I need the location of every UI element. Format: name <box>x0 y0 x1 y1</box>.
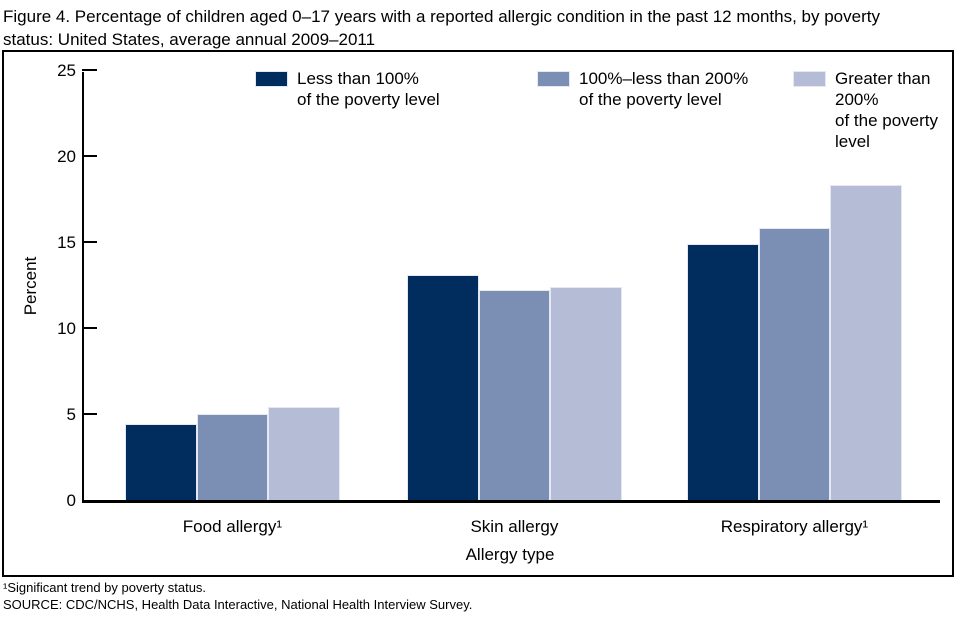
y-tick-label: 5 <box>66 405 76 424</box>
y-tick-label: 25 <box>57 61 76 80</box>
bar <box>758 228 831 503</box>
legend-swatch-less-than-100 <box>255 71 288 87</box>
legend-item-greater-than-200: Greater than 200% of the poverty level <box>793 68 952 152</box>
footnote-significance: ¹Significant trend by poverty status. <box>3 580 207 595</box>
x-axis-line <box>82 500 940 503</box>
legend-label-line2: of the poverty level <box>835 111 939 151</box>
y-tick <box>82 69 97 71</box>
figure-title-line2: status: United States, average annual 20… <box>3 30 376 49</box>
x-category-label: Respiratory allergy¹ <box>720 517 869 536</box>
bar <box>125 424 197 503</box>
legend-label: 100%–less than 200% of the poverty level <box>579 68 748 110</box>
y-tick <box>82 413 97 415</box>
x-axis-title: Allergy type <box>465 545 555 564</box>
plot-area: Food allergy¹ Skin allergy Respiratory all… <box>4 52 952 575</box>
legend-label-line1: Less than 100% <box>297 69 419 88</box>
x-category-label: Skin allergy <box>470 517 559 536</box>
legend-label: Greater than 200% of the poverty level <box>835 68 952 152</box>
y-axis-line <box>82 72 84 503</box>
footnote-source: SOURCE: CDC/NCHS, Health Data Interactiv… <box>3 597 473 612</box>
chart-frame: Less than 100% of the poverty level 100%… <box>2 50 954 577</box>
figure-title-line1: Figure 4. Percentage of children aged 0–… <box>3 7 880 26</box>
y-tick <box>82 327 97 329</box>
legend-label-line2: of the poverty level <box>297 90 440 109</box>
legend: Less than 100% of the poverty level 100%… <box>4 68 952 151</box>
legend-swatch-greater-than-200 <box>793 71 826 87</box>
legend-label-line1: 100%–less than 200% <box>579 69 749 88</box>
bar <box>550 286 622 503</box>
bar <box>830 185 902 503</box>
y-tick-label: 20 <box>57 147 76 166</box>
legend-label: Less than 100% of the poverty level <box>297 68 440 110</box>
legend-swatch-100-to-200 <box>537 71 570 87</box>
y-tick-label: 0 <box>66 491 76 510</box>
y-tick <box>82 241 97 243</box>
y-tick-label: 10 <box>57 319 76 338</box>
legend-label-line1: Greater than 200% <box>835 69 931 109</box>
bar <box>196 414 269 503</box>
legend-label-line2: of the poverty level <box>579 90 722 109</box>
y-axis-title: Percent <box>21 256 40 316</box>
bar <box>407 274 479 503</box>
figure-title: Figure 4. Percentage of children aged 0–… <box>3 5 957 51</box>
legend-item-100-to-200: 100%–less than 200% of the poverty level <box>537 68 748 110</box>
bar <box>687 243 759 503</box>
bar <box>268 407 340 503</box>
y-tick-label: 15 <box>57 233 76 252</box>
bar <box>478 290 551 503</box>
y-tick <box>82 155 97 157</box>
legend-item-less-than-100: Less than 100% of the poverty level <box>255 68 440 110</box>
x-category-label: Food allergy¹ <box>182 517 282 536</box>
